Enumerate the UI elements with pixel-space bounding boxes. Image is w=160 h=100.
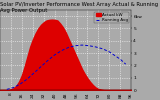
Legend: Actual kW, Running Avg: Actual kW, Running Avg [94, 12, 129, 23]
Text: Solar PV/Inverter Performance West Array Actual & Running Avg Power Output: Solar PV/Inverter Performance West Array… [0, 2, 158, 13]
